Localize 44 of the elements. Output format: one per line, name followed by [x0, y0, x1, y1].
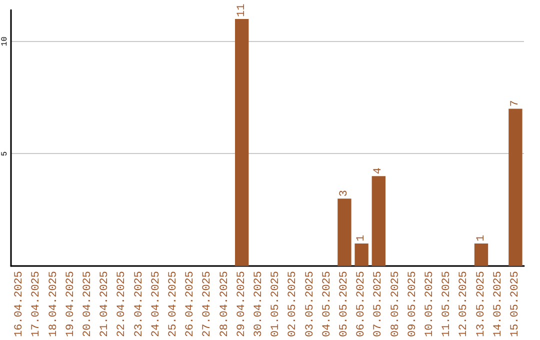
x-tick-label: 09.05.2025: [406, 270, 419, 338]
x-tick-label: 08.05.2025: [390, 270, 402, 338]
y-tick-label: 10: [0, 36, 10, 46]
x-tick-label: 12.05.2025: [458, 270, 470, 338]
x-tick-label: 23.04.2025: [133, 270, 146, 338]
x-tick-label: 02.05.2025: [287, 270, 300, 338]
bar: [508, 108, 522, 266]
x-tick-label: 25.04.2025: [167, 270, 180, 338]
x-tick-label: 30.04.2025: [252, 270, 265, 338]
data-label: 7: [509, 100, 522, 107]
data-label: 3: [338, 190, 350, 197]
x-tick-label: 18.04.2025: [48, 270, 60, 338]
bar: [354, 244, 368, 266]
x-tick-label: 01.05.2025: [270, 270, 282, 338]
x-tick-label: 22.04.2025: [116, 270, 128, 338]
bar: [372, 176, 386, 266]
x-tick-label: 15.05.2025: [509, 270, 522, 338]
bar: [235, 18, 249, 266]
x-tick-label: 17.04.2025: [30, 270, 43, 338]
x-tick-label: 03.05.2025: [304, 270, 316, 338]
x-tick-label: 11.05.2025: [441, 270, 454, 338]
x-tick-label: 04.05.2025: [321, 270, 334, 338]
x-tick-label: 07.05.2025: [372, 270, 385, 338]
x-tick-label: 21.04.2025: [99, 270, 112, 338]
x-tick-label: 28.04.2025: [218, 270, 231, 338]
x-tick-label: 05.05.2025: [338, 270, 350, 338]
data-label: 4: [372, 167, 385, 174]
x-tick-label: 26.04.2025: [184, 270, 197, 338]
bar: [474, 244, 488, 266]
x-tick-label: 27.04.2025: [202, 270, 214, 338]
data-label: 1: [475, 234, 488, 242]
y-tick-label: 5: [0, 151, 10, 156]
x-tick-label: 29.04.2025: [236, 270, 248, 338]
x-tick-label: 06.05.2025: [356, 270, 368, 338]
data-label: 1: [356, 234, 368, 242]
x-tick-label: 10.05.2025: [424, 270, 436, 338]
x-tick-label: 19.04.2025: [64, 270, 77, 338]
x-tick-label: 20.04.2025: [82, 270, 94, 338]
bar: [338, 198, 352, 266]
x-tick-label: 13.05.2025: [475, 270, 488, 338]
x-tick-label: 14.05.2025: [492, 270, 504, 338]
x-tick-label: 24.04.2025: [150, 270, 162, 338]
data-label: 11: [236, 3, 248, 17]
x-tick-label: 16.04.2025: [14, 270, 26, 338]
